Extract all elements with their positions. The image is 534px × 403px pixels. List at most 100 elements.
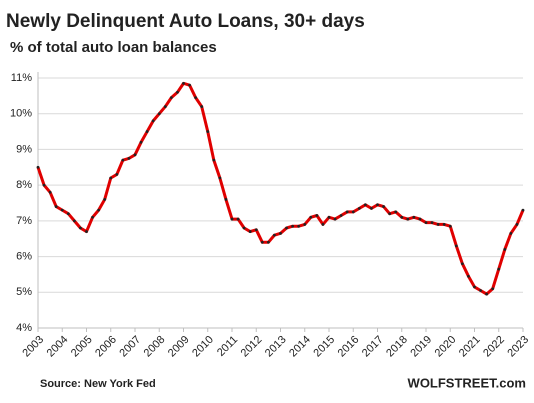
data-point bbox=[79, 226, 82, 230]
y-tick-label: 5% bbox=[16, 286, 32, 298]
x-tick-label: 2004 bbox=[45, 334, 71, 360]
data-point bbox=[121, 158, 125, 162]
x-tick-label: 2005 bbox=[69, 334, 95, 360]
data-point bbox=[460, 262, 464, 266]
data-point bbox=[521, 208, 525, 212]
data-point bbox=[467, 274, 470, 278]
y-tick-label: 6% bbox=[16, 250, 32, 262]
x-tick-label: 2020 bbox=[433, 334, 459, 360]
y-tick-label: 7% bbox=[16, 215, 32, 227]
data-point bbox=[48, 190, 52, 194]
x-tick-label: 2022 bbox=[481, 334, 507, 360]
data-point bbox=[339, 214, 343, 217]
data-point bbox=[273, 233, 276, 237]
data-point bbox=[285, 226, 288, 230]
data-point bbox=[133, 153, 137, 157]
data-point bbox=[497, 267, 501, 271]
data-point bbox=[230, 217, 234, 221]
data-point bbox=[315, 214, 319, 217]
data-point bbox=[376, 203, 379, 207]
data-point bbox=[515, 223, 519, 226]
data-point bbox=[363, 203, 367, 207]
data-point bbox=[145, 130, 149, 133]
data-point bbox=[388, 212, 392, 216]
data-point bbox=[248, 230, 252, 233]
x-tick-label: 2019 bbox=[408, 334, 434, 360]
data-point bbox=[333, 217, 337, 221]
data-point bbox=[218, 176, 222, 180]
data-point bbox=[297, 224, 301, 228]
data-point bbox=[242, 226, 246, 230]
x-tick-label: 2011 bbox=[215, 334, 240, 359]
data-point bbox=[85, 230, 88, 233]
data-point bbox=[345, 210, 349, 214]
data-point bbox=[503, 248, 507, 251]
data-point bbox=[321, 223, 325, 226]
y-tick-label: 8% bbox=[16, 179, 32, 191]
data-point bbox=[194, 96, 198, 100]
data-point bbox=[109, 176, 113, 180]
data-point bbox=[157, 112, 161, 116]
data-point bbox=[115, 173, 119, 176]
data-point bbox=[200, 105, 204, 108]
data-point bbox=[36, 165, 40, 169]
data-point bbox=[303, 223, 307, 226]
data-point bbox=[442, 223, 446, 226]
data-point bbox=[327, 215, 331, 219]
data-point bbox=[406, 217, 410, 221]
x-tick-label: 2010 bbox=[190, 334, 216, 360]
data-point bbox=[72, 219, 76, 223]
data-point bbox=[66, 212, 70, 216]
x-tick-label: 2021 bbox=[457, 334, 483, 360]
x-tick-label: 2023 bbox=[505, 334, 531, 360]
data-point bbox=[418, 217, 422, 221]
data-point bbox=[351, 210, 355, 214]
data-point bbox=[224, 198, 228, 201]
credit: WOLFSTREET.com bbox=[408, 375, 526, 390]
chart-subtitle: % of total auto loan balances bbox=[10, 39, 217, 56]
data-point bbox=[169, 96, 173, 100]
data-point bbox=[357, 206, 361, 210]
data-point bbox=[412, 215, 416, 219]
data-point bbox=[491, 287, 495, 291]
data-point bbox=[54, 205, 58, 208]
x-tick-label: 2007 bbox=[117, 334, 143, 360]
data-point bbox=[97, 208, 101, 212]
data-point bbox=[266, 240, 270, 244]
x-tick-label: 2018 bbox=[384, 334, 410, 360]
x-tick-label: 2014 bbox=[287, 334, 313, 360]
data-point bbox=[163, 105, 167, 108]
data-point bbox=[151, 119, 155, 123]
x-tick-label: 2003 bbox=[20, 334, 46, 360]
data-point bbox=[291, 224, 295, 228]
data-point bbox=[448, 224, 452, 228]
y-tick-label: 11% bbox=[11, 72, 32, 84]
data-point bbox=[454, 244, 458, 248]
data-point bbox=[509, 231, 513, 235]
chart-title: Newly Delinquent Auto Loans, 30+ days bbox=[6, 11, 365, 32]
data-point bbox=[60, 208, 64, 212]
x-tick-label: 2008 bbox=[142, 334, 168, 360]
x-tick-label: 2017 bbox=[360, 334, 386, 360]
data-point bbox=[430, 221, 434, 225]
series-line bbox=[36, 81, 525, 296]
data-point bbox=[400, 215, 404, 219]
data-point bbox=[176, 90, 179, 94]
data-point bbox=[91, 215, 94, 219]
data-point bbox=[127, 156, 131, 160]
data-point bbox=[382, 205, 385, 208]
x-tick-label: 2009 bbox=[166, 334, 192, 360]
source: Source: New York Fed bbox=[40, 378, 156, 390]
data-point bbox=[188, 83, 191, 87]
x-tick-label: 2012 bbox=[239, 334, 265, 360]
data-point bbox=[103, 198, 107, 201]
y-tick-label: 4% bbox=[16, 322, 32, 334]
data-point bbox=[260, 240, 264, 244]
data-point bbox=[182, 81, 185, 85]
data-point bbox=[254, 228, 258, 232]
data-point bbox=[370, 206, 373, 210]
data-point bbox=[279, 231, 282, 235]
data-point bbox=[394, 210, 398, 214]
x-tick-label: 2016 bbox=[336, 334, 362, 360]
